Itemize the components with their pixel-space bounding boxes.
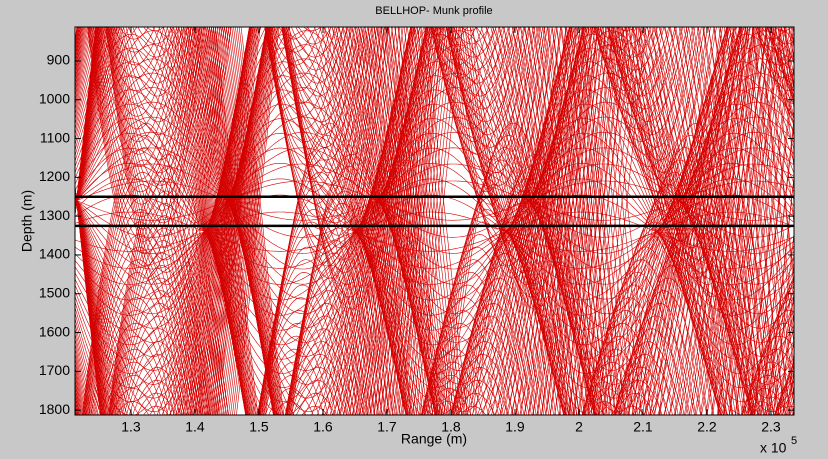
ray [75, 132, 794, 331]
ray [75, 89, 794, 374]
x-tick-label: 2 [575, 419, 583, 435]
ray [75, 27, 794, 415]
ray [75, 27, 794, 415]
x-tick-label: 1.4 [185, 419, 205, 435]
ray [75, 27, 791, 415]
x-tick-label: 1.3 [121, 419, 141, 435]
ray [75, 27, 794, 399]
ray [75, 131, 794, 270]
ray [75, 27, 794, 415]
x-exponent-power: 5 [791, 435, 797, 447]
x-tick-label: 2.1 [633, 419, 653, 435]
x-tick-label: 2.2 [697, 419, 717, 435]
ray [75, 116, 794, 285]
x-tick-label: 2.3 [761, 419, 781, 435]
ray [75, 27, 794, 415]
ray [75, 27, 794, 415]
rays [75, 27, 794, 415]
y-tick-label: 1300 [39, 207, 70, 223]
y-tick-label: 900 [47, 52, 71, 68]
ray [82, 27, 794, 415]
y-tick-label: 1500 [39, 284, 70, 300]
ray [75, 72, 794, 329]
reference-lines [75, 195, 794, 228]
y-tick-label: 1400 [39, 246, 70, 262]
ray [75, 147, 794, 254]
ray [75, 27, 794, 415]
y-axis-label: Depth (m) [19, 190, 35, 252]
ray [75, 27, 794, 415]
ray [75, 27, 794, 415]
ray [75, 27, 794, 415]
ray [75, 27, 741, 415]
ray [75, 27, 794, 415]
ray [75, 27, 756, 415]
y-tick-label: 1200 [39, 168, 70, 184]
ray [75, 27, 794, 415]
ray [75, 27, 793, 415]
ray [75, 27, 794, 415]
ray [75, 27, 794, 415]
x-tick-label: 1.7 [377, 419, 397, 435]
ray [75, 27, 794, 415]
x-exponent-base: x 10 [760, 440, 787, 456]
ray [75, 27, 794, 415]
ray [75, 27, 794, 415]
chart-title: BELLHOP- Munk profile [375, 5, 492, 17]
ray [81, 27, 794, 415]
ray [75, 131, 794, 270]
y-tick-label: 1700 [39, 362, 70, 378]
ray [75, 27, 794, 415]
ray [75, 27, 741, 415]
ray [75, 27, 794, 415]
ray [75, 27, 794, 415]
ray [75, 30, 794, 371]
ray [75, 27, 794, 415]
plot-frame [74, 26, 795, 416]
ray [75, 27, 794, 415]
ray [75, 27, 762, 415]
ray [75, 47, 794, 415]
ray [75, 27, 794, 415]
y-tick-label: 1600 [39, 323, 70, 339]
ray [75, 47, 794, 415]
ray [75, 147, 794, 316]
ray [75, 27, 794, 415]
ray [75, 27, 794, 415]
ray [75, 27, 743, 413]
x-tick-label: 1.5 [249, 419, 269, 435]
ray [75, 27, 787, 415]
ray [75, 180, 794, 221]
y-tick-label: 1100 [40, 129, 70, 145]
ray [75, 27, 794, 415]
ray [75, 27, 794, 415]
ray [75, 147, 794, 254]
y-tick-label: 1000 [39, 90, 70, 106]
ray [75, 27, 794, 415]
ray [75, 27, 794, 415]
ray [75, 27, 786, 415]
ray [75, 27, 794, 415]
ray [75, 27, 741, 415]
x-tick-label: 1.8 [441, 419, 461, 435]
ray [75, 27, 794, 415]
x-axis-label: Range (m) [401, 431, 467, 447]
ray [75, 27, 728, 415]
x-tick-label: 1.6 [313, 419, 333, 435]
y-tick-label: 1800 [39, 401, 70, 417]
ray [75, 27, 729, 415]
x-tick-label: 1.9 [505, 419, 525, 435]
